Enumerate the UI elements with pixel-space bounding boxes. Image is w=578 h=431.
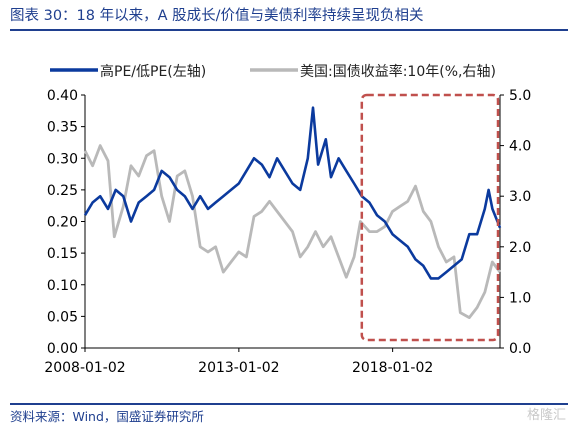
legend-label-pe: 高PE/低PE(左轴) [100, 63, 206, 80]
series-layer [83, 106, 502, 319]
y-left-tick-label: 0.35 [47, 120, 78, 136]
y-right-tick-label: 0.0 [509, 341, 531, 357]
chart-title: 图表 30：18 年以来，A 股成长/价值与美债利率持续呈现负相关 [10, 8, 424, 24]
x-tick-label: 2018-01-02 [352, 360, 433, 376]
y-right-tick-label: 1.0 [509, 290, 531, 306]
x-tick-label: 2008-01-02 [44, 360, 125, 376]
y-left-tick-label: 0.05 [47, 309, 78, 325]
y-left-tick-label: 0.30 [47, 151, 78, 167]
y-right-tick-label: 3.0 [509, 189, 531, 205]
source-note: 资料来源：Wind，国盛证券研究所 [10, 409, 204, 424]
y-right-tick-label: 4.0 [509, 139, 531, 155]
legend: 高PE/低PE(左轴) 美国:国债收益率:10年(%,右轴) [50, 63, 496, 80]
y-left-tick-label: 0.25 [47, 183, 78, 199]
chart: 高PE/低PE(左轴) 美国:国债收益率:10年(%,右轴) 0.000.050… [44, 63, 531, 376]
y-left-tick-label: 0.15 [47, 246, 78, 262]
y-left-tick-label: 0.40 [47, 88, 78, 104]
series-line-pe-ratio [83, 106, 502, 280]
footer-divider [10, 403, 568, 405]
highlight-box [360, 93, 500, 342]
y-left-tick-label: 0.20 [47, 215, 78, 231]
legend-label-yield: 美国:国债收益率:10年(%,右轴) [300, 63, 496, 80]
title-divider [10, 29, 568, 31]
watermark-logo: 格隆汇 [526, 408, 566, 423]
y-right-tick-label: 2.0 [509, 240, 531, 256]
y-left-tick-label: 0.00 [47, 341, 78, 357]
y-left-tick-label: 0.10 [47, 278, 78, 294]
x-tick-label: 2013-01-02 [198, 360, 279, 376]
axes: 0.00 0.05 0.10 0.15 0.20 0.25 0.30 0.35 0.40 0.0 1… [44, 88, 531, 376]
y-right-tick-label: 5.0 [509, 88, 531, 104]
series-line-us10y-yield [83, 144, 502, 319]
